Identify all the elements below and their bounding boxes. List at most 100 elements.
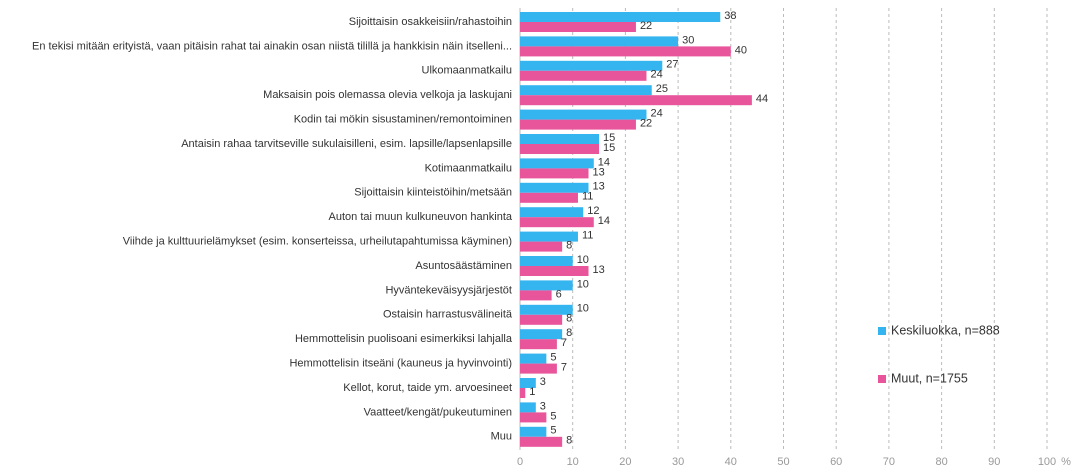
- category-label: Auton tai muun kulkuneuvon hankinta: [329, 211, 513, 223]
- x-tick-label: 50: [777, 456, 789, 468]
- bar: [520, 329, 563, 340]
- bar: [520, 109, 647, 120]
- x-tick-label: 0: [517, 456, 523, 468]
- bar: [520, 241, 563, 252]
- value-label: 8: [566, 435, 572, 447]
- x-tick-label: 70: [883, 456, 895, 468]
- bar: [520, 144, 600, 154]
- bar: [520, 36, 679, 47]
- value-label: 6: [556, 288, 562, 300]
- bar: [520, 290, 552, 301]
- legend-label: Muut, n=1755: [891, 371, 968, 385]
- category-label: Muu: [491, 431, 512, 443]
- bar: [520, 85, 652, 96]
- bar: [520, 426, 547, 437]
- value-label: 11: [582, 191, 593, 203]
- bar: [520, 95, 752, 106]
- bar: [520, 314, 563, 325]
- value-label: 7: [561, 362, 567, 374]
- value-label: 12: [587, 205, 599, 217]
- category-label: Hyväntekeväisyysjärjestöt: [385, 284, 512, 296]
- bar: [520, 60, 663, 71]
- value-label: 22: [640, 20, 652, 32]
- bar: [520, 304, 573, 315]
- value-label: 25: [656, 83, 668, 95]
- value-label: 44: [756, 93, 768, 105]
- category-label: Kellot, korut, taide ym. arvoesineet: [343, 382, 512, 394]
- value-label: 13: [593, 181, 605, 193]
- bar: [520, 256, 573, 266]
- value-label: 13: [593, 166, 605, 178]
- value-label: 40: [735, 44, 747, 56]
- value-label: 11: [582, 230, 593, 242]
- bar: [520, 231, 578, 242]
- value-label: 14: [598, 156, 610, 168]
- value-label: 10: [577, 254, 589, 266]
- category-label: En tekisi mitään erityistä, vaan pitäisi…: [32, 40, 512, 52]
- value-label: 15: [603, 142, 615, 154]
- value-label: 13: [593, 264, 605, 276]
- x-tick-label: 20: [619, 456, 631, 468]
- bar: [520, 388, 526, 398]
- category-label: Viihde ja kulttuurielämykset (esim. kons…: [123, 236, 512, 248]
- x-tick-label: 60: [830, 456, 842, 468]
- bar: [520, 266, 589, 276]
- bar: [520, 339, 557, 350]
- value-label: 3: [540, 376, 546, 388]
- bar: [520, 46, 731, 57]
- value-label: 7: [561, 337, 567, 349]
- legend-label: Keskiluokka, n=888: [891, 323, 1000, 337]
- bar: [520, 22, 636, 32]
- value-label: 30: [682, 34, 694, 46]
- value-label: 8: [566, 327, 572, 339]
- value-label: 5: [550, 352, 556, 364]
- bar: [520, 182, 589, 193]
- bar: [520, 436, 563, 447]
- x-tick-label: 90: [988, 456, 1000, 468]
- x-tick-label: 100: [1038, 456, 1056, 468]
- bar: [520, 412, 547, 423]
- category-label: Hemmottelisin puolisoani esimerkiksi lah…: [295, 333, 513, 345]
- value-label: 3: [540, 400, 546, 412]
- legend-swatch: [878, 327, 886, 335]
- value-label: 38: [724, 10, 736, 22]
- category-label: Kodin tai mökin sisustaminen/remontoimin…: [294, 114, 512, 126]
- x-axis-label: %: [1061, 456, 1071, 468]
- x-tick-label: 10: [567, 456, 579, 468]
- value-label: 5: [550, 410, 556, 422]
- bar: [520, 134, 600, 144]
- bar: [520, 168, 589, 179]
- bar: [520, 217, 594, 228]
- x-tick-label: 40: [725, 456, 737, 468]
- bar: [520, 119, 636, 130]
- category-label: Sijoittaisin osakkeisiin/rahastoihin: [349, 16, 512, 28]
- bar: [520, 378, 536, 388]
- bar: [520, 402, 536, 413]
- value-label: 24: [650, 108, 662, 120]
- bar: [520, 70, 647, 81]
- bar: [520, 207, 584, 218]
- category-label: Asuntosäästäminen: [415, 260, 512, 272]
- value-label: 8: [566, 240, 572, 252]
- value-label: 8: [566, 313, 572, 325]
- category-label: Ostaisin harrastusvälineitä: [383, 309, 513, 321]
- value-label: 24: [650, 69, 662, 81]
- value-label: 15: [603, 132, 615, 144]
- category-label: Sijoittaisin kiinteistöihin/metsään: [354, 187, 512, 199]
- legend-swatch: [878, 375, 886, 383]
- value-label: 10: [577, 303, 589, 315]
- category-label: Antaisin rahaa tarvitseville sukulaisill…: [181, 138, 512, 150]
- bar: [520, 280, 573, 291]
- bar: [520, 12, 721, 22]
- bar: [520, 363, 557, 374]
- category-label: Ulkomaanmatkailu: [422, 65, 512, 77]
- category-label: Hemmottelisin itseäni (kauneus ja hyvinv…: [289, 358, 512, 370]
- x-tick-label: 30: [672, 456, 684, 468]
- value-label: 5: [550, 425, 556, 437]
- category-label: Maksaisin pois olemassa olevia velkoja j…: [263, 89, 512, 101]
- category-label: Kotimaanmatkailu: [425, 162, 512, 174]
- value-label: 27: [666, 59, 678, 71]
- bar: [520, 158, 594, 169]
- x-tick-label: 80: [935, 456, 947, 468]
